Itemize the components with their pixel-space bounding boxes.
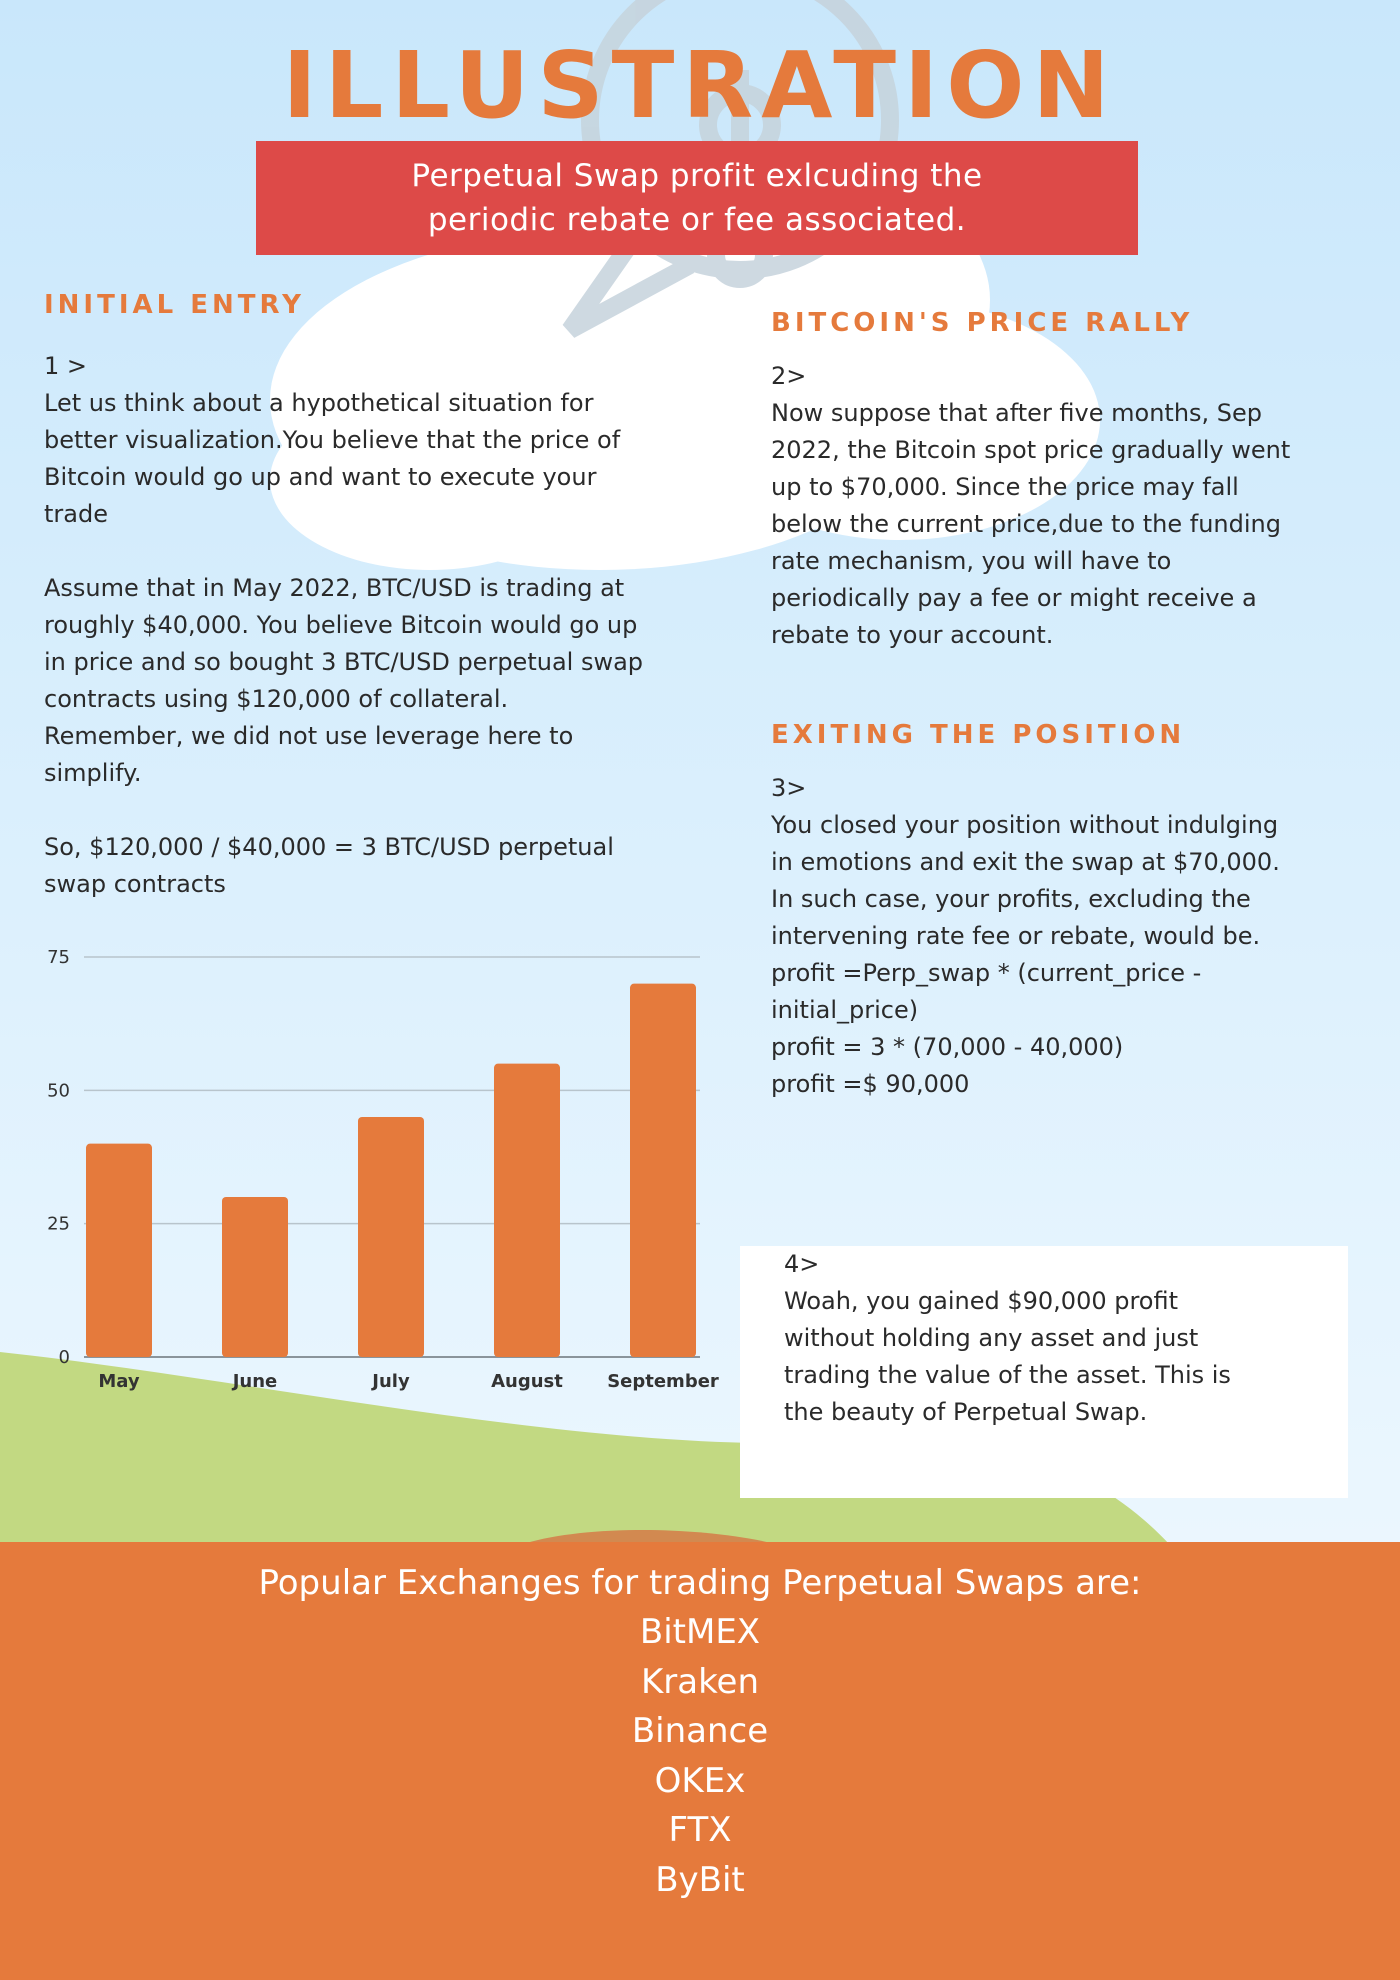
exiting-position-text: 3> You closed your position without indu… <box>771 774 1280 1098</box>
conclusion-text: 4> Woah, you gained $90,000 profit witho… <box>784 1250 1231 1426</box>
y-tick-label: 25 <box>47 1214 70 1235</box>
chart-bars <box>86 983 696 1357</box>
heading-price-rally: BITCOIN'S PRICE RALLY <box>771 308 1194 338</box>
bar-may <box>86 1143 152 1357</box>
bar-august <box>494 1063 560 1357</box>
heading-initial-entry: INITIAL ENTRY <box>44 290 305 320</box>
x-tick-label: July <box>370 1371 410 1392</box>
y-tick-label: 0 <box>59 1347 70 1368</box>
subtitle-banner: Perpetual Swap profit exlcuding the peri… <box>256 141 1138 255</box>
exchange-item-binance: Binance <box>631 1711 769 1751</box>
exchange-item-ftx: FTX <box>668 1810 732 1850</box>
bar-september <box>630 983 696 1357</box>
x-tick-label: June <box>231 1371 278 1392</box>
bar-june <box>222 1197 288 1357</box>
footer-band <box>0 1542 1400 1980</box>
footer-intro: Popular Exchanges for trading Perpetual … <box>258 1563 1142 1603</box>
price-bar-chart: 0 25 50 75 May June July August September <box>47 947 719 1392</box>
exchange-item-bitmex: BitMEX <box>639 1612 761 1652</box>
y-tick-label: 50 <box>47 1080 70 1101</box>
chart-x-labels: May June July August September <box>98 1371 719 1392</box>
initial-entry-text: 1 > Let us think about a hypothetical si… <box>44 352 644 898</box>
ground-arc <box>520 1530 780 1545</box>
exchange-list: BitMEX Kraken Binance OKEx FTX ByBit <box>0 1608 1400 1905</box>
exchange-item-kraken: Kraken <box>640 1661 760 1702</box>
page-title: ILLUSTRATION <box>282 32 1118 139</box>
y-tick-label: 75 <box>47 947 70 968</box>
heading-exiting-position: EXITING THE POSITION <box>771 720 1186 750</box>
conclusion-box <box>740 1246 1348 1498</box>
x-tick-label: September <box>607 1371 719 1392</box>
x-tick-label: August <box>491 1371 563 1392</box>
exchange-item-okex: OKEx <box>654 1760 746 1801</box>
x-tick-label: May <box>98 1371 140 1392</box>
subtitle-text: Perpetual Swap profit exlcuding the peri… <box>411 158 983 238</box>
chart-y-ticks: 0 25 50 75 <box>47 947 70 1368</box>
exchange-item-bybit: ByBit <box>655 1859 745 1900</box>
price-rally-text: 2> Now suppose that after five months, S… <box>771 362 1291 649</box>
bar-july <box>358 1117 424 1357</box>
